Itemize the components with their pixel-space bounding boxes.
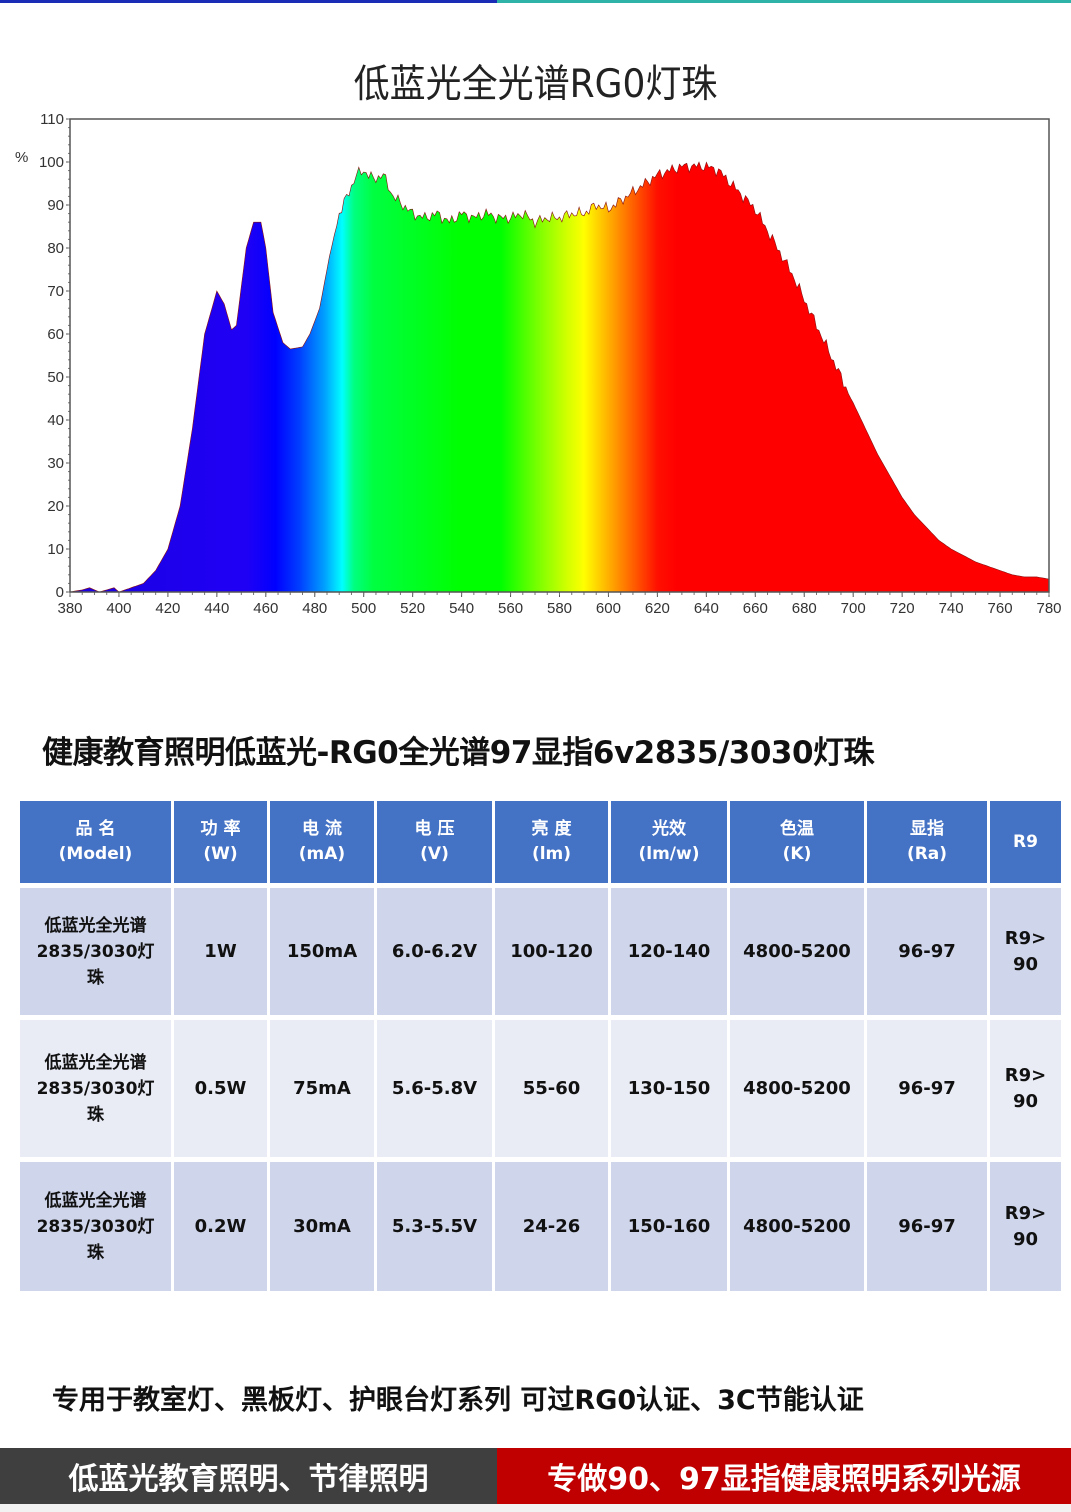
- table-row: 低蓝光全光谱 2835/3030灯珠 0.2W 30mA 5.3-5.5V 24-…: [20, 1162, 1061, 1291]
- cell-model: 低蓝光全光谱 2835/3030灯珠: [20, 1162, 171, 1291]
- x-tick-label: 620: [645, 600, 670, 617]
- x-tick-label: 600: [596, 600, 621, 617]
- x-tick-label: 460: [253, 600, 278, 617]
- header-efficacy: 光效 (lm/w): [611, 801, 727, 883]
- y-tick-label: 100: [39, 154, 64, 171]
- y-tick-label: 0: [56, 584, 64, 601]
- chart-title: 低蓝光全光谱RG0灯珠: [353, 62, 718, 107]
- x-tick-label: 400: [106, 600, 131, 617]
- cell-cct: 4800-5200: [730, 888, 864, 1015]
- cell-ra: 96-97: [867, 1020, 987, 1157]
- cell-lumen: 24-26: [495, 1162, 608, 1291]
- x-tick-label: 560: [498, 600, 523, 617]
- top-accent-bar-teal: [497, 0, 1071, 3]
- header-ra: 显指 (Ra): [867, 801, 987, 883]
- x-tick-label: 500: [351, 600, 376, 617]
- y-tick-label: 10: [47, 541, 64, 558]
- cell-lumen: 55-60: [495, 1020, 608, 1157]
- plot-frame: [69, 118, 1050, 593]
- cell-efficacy: 150-160: [611, 1162, 727, 1291]
- y-tick-label: 20: [47, 498, 64, 515]
- cell-power: 0.2W: [174, 1162, 267, 1291]
- cell-efficacy: 130-150: [611, 1020, 727, 1157]
- y-axis-unit: %: [15, 149, 28, 166]
- y-tick-label: 90: [47, 197, 64, 214]
- header-current: 电 流 (mA): [270, 801, 374, 883]
- y-tick-label: 60: [47, 326, 64, 343]
- cell-current: 30mA: [270, 1162, 374, 1291]
- x-tick-label: 740: [939, 600, 964, 617]
- y-tick-label: 40: [47, 412, 64, 429]
- cell-model: 低蓝光全光谱 2835/3030灯珠: [20, 1020, 171, 1157]
- y-tick-label: 30: [47, 455, 64, 472]
- banner-right: 专做90、97显指健康照明系列光源: [497, 1448, 1071, 1504]
- cell-r9: R9> 90: [990, 1162, 1061, 1291]
- header-r9: R9: [990, 801, 1061, 883]
- header-lumen: 亮 度 (lm): [495, 801, 608, 883]
- spec-table: 品 名 (Model) 功 率 (W) 电 流 (mA) 电 压 (V) 亮 度 (lm)…: [17, 796, 1064, 1296]
- cell-current: 150mA: [270, 888, 374, 1015]
- y-tick-label: 110: [40, 111, 64, 128]
- banner-left: 低蓝光教育照明、节律照明: [0, 1448, 497, 1504]
- cell-r9: R9> 90: [990, 1020, 1061, 1157]
- x-tick-label: 660: [743, 600, 768, 617]
- x-tick-label: 780: [1036, 600, 1061, 617]
- cell-lumen: 100-120: [495, 888, 608, 1015]
- x-tick-label: 520: [400, 600, 425, 617]
- product-headline: 健康教育照明低蓝光-RG0全光谱97显指6v2835/3030灯珠: [42, 735, 875, 771]
- cell-voltage: 6.0-6.2V: [377, 888, 492, 1015]
- cell-model: 低蓝光全光谱 2835/3030灯珠: [20, 888, 171, 1015]
- chart-axes: 0 10 20 30 40 50 60 70 80 90 100 110 380 400 420 440 460…: [39, 111, 1062, 617]
- spectrum-chart: 0 10 20 30 40 50 60 70 80 90 100 110 380 400 420 440 460…: [15, 111, 1062, 617]
- x-tick-label: 480: [302, 600, 327, 617]
- cell-current: 75mA: [270, 1020, 374, 1157]
- cell-ra: 96-97: [867, 888, 987, 1015]
- table-row: 低蓝光全光谱 2835/3030灯珠 0.5W 75mA 5.6-5.8V 55-…: [20, 1020, 1061, 1157]
- table-header-row: 品 名 (Model) 功 率 (W) 电 流 (mA) 电 压 (V) 亮 度 (lm)…: [20, 801, 1061, 883]
- x-tick-label: 420: [155, 600, 180, 617]
- top-accent-bar: [0, 0, 1071, 3]
- header-power: 功 率 (W): [174, 801, 267, 883]
- x-tick-label: 640: [694, 600, 719, 617]
- cell-voltage: 5.6-5.8V: [377, 1020, 492, 1157]
- cell-power: 1W: [174, 888, 267, 1015]
- header-cct: 色温 (K): [730, 801, 864, 883]
- application-note: 专用于教室灯、黑板灯、护眼台灯系列 可过RG0认证、3C节能认证: [52, 1385, 864, 1416]
- y-tick-label: 70: [47, 283, 64, 300]
- y-tick-label: 50: [47, 369, 64, 386]
- cell-cct: 4800-5200: [730, 1162, 864, 1291]
- cell-efficacy: 120-140: [611, 888, 727, 1015]
- x-tick-label: 540: [449, 600, 474, 617]
- cell-voltage: 5.3-5.5V: [377, 1162, 492, 1291]
- header-model: 品 名 (Model): [20, 801, 171, 883]
- cell-ra: 96-97: [867, 1162, 987, 1291]
- top-accent-bar-blue: [0, 0, 497, 3]
- x-tick-label: 760: [988, 600, 1013, 617]
- cell-r9: R9> 90: [990, 888, 1061, 1015]
- table-row: 低蓝光全光谱 2835/3030灯珠 1W 150mA 6.0-6.2V 100-…: [20, 888, 1061, 1015]
- bottom-strip: [0, 1504, 1071, 1512]
- x-tick-label: 380: [57, 600, 82, 617]
- x-tick-label: 700: [841, 600, 866, 617]
- cell-power: 0.5W: [174, 1020, 267, 1157]
- x-tick-label: 440: [204, 600, 229, 617]
- y-tick-label: 80: [47, 240, 64, 257]
- x-tick-label: 720: [890, 600, 915, 617]
- cell-cct: 4800-5200: [730, 1020, 864, 1157]
- x-tick-label: 580: [547, 600, 572, 617]
- x-tick-label: 680: [792, 600, 817, 617]
- header-voltage: 电 压 (V): [377, 801, 492, 883]
- spectrum-area: [69, 161, 1050, 593]
